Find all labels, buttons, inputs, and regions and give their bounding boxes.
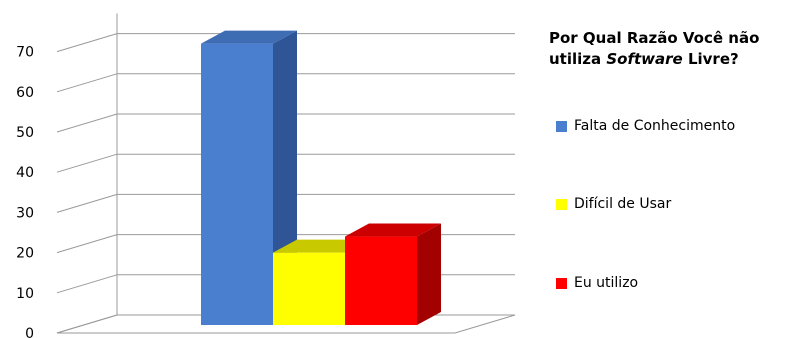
y-tick-label: 0 [25, 326, 34, 338]
legend-swatch-eu-utilizo [556, 277, 567, 289]
legend-swatch-dificil [556, 198, 567, 210]
y-tick-label: 10 [16, 286, 34, 302]
legend-swatch-falta [556, 120, 567, 132]
bars-layer [201, 30, 441, 325]
chart-title: Por Qual Razão Você não utiliza Software… [549, 28, 804, 70]
side-wall-gridline [56, 193, 118, 213]
bar-group [201, 30, 297, 325]
y-tick-label: 50 [16, 125, 34, 141]
bar-group [345, 223, 441, 325]
y-tick-label: 60 [16, 85, 34, 101]
chart-title-part-1: Por Qual Razão Você não utiliza [549, 29, 760, 68]
legend-item-falta: Falta de Conhecimento [556, 116, 735, 136]
side-wall-gridline [56, 113, 118, 133]
side-wall-gridline [56, 153, 118, 173]
legend-label-dificil: Difícil de Usar [574, 196, 672, 212]
bar-top [201, 30, 297, 44]
y-tick-label: 40 [16, 165, 34, 181]
bar [201, 43, 273, 325]
side-wall-gridline [56, 314, 118, 334]
y-tick-label: 70 [16, 45, 34, 61]
legend-label-falta: Falta de Conhecimento [574, 118, 736, 134]
legend-item-eu-utilizo: Eu utilizo [556, 273, 638, 293]
y-axis-ticks: 0 10 20 30 40 50 60 70 [16, 45, 34, 338]
bar [273, 252, 345, 325]
bar [345, 236, 417, 325]
side-wall-gridline [56, 73, 118, 93]
y-tick-label: 30 [16, 205, 34, 221]
chart-svg: 0 10 20 30 40 50 60 70 [16, 13, 516, 338]
bar-top [345, 223, 441, 237]
chart-title-part-2: Software [606, 50, 683, 68]
chart-title-part-3: Livre? [682, 50, 739, 68]
legend-item-dificil: Difícil de Usar [556, 194, 671, 214]
bar-side [417, 223, 441, 325]
side-wall-gridline [56, 234, 118, 254]
side-wall-gridline [56, 274, 118, 294]
side-wall-gridline [56, 33, 118, 53]
legend-label-eu-utilizo: Eu utilizo [574, 275, 639, 291]
y-tick-label: 20 [16, 246, 34, 262]
